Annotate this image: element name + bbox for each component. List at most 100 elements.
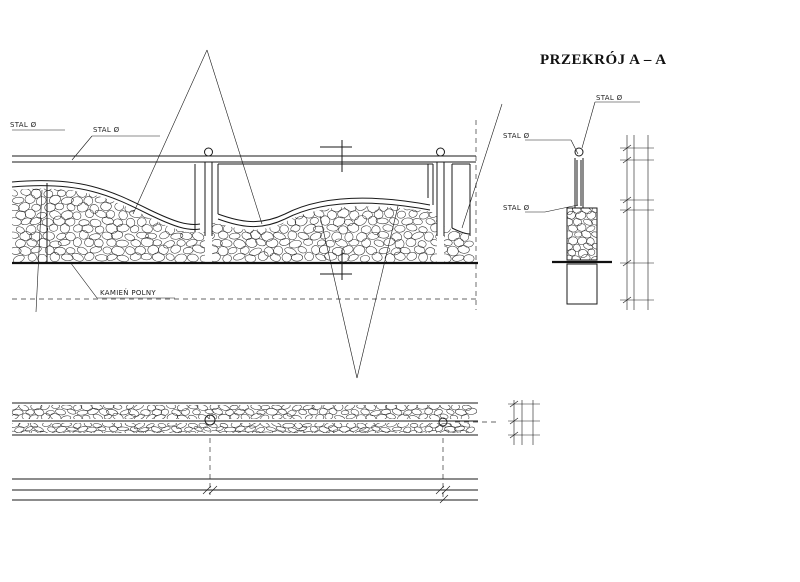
- stone: [154, 405, 166, 411]
- section-dimensions: [620, 135, 654, 310]
- stone: [324, 252, 338, 261]
- stone: [297, 246, 307, 254]
- stone: [119, 409, 131, 416]
- stone: [240, 413, 250, 419]
- stone: [65, 247, 76, 255]
- stone: [57, 239, 71, 246]
- stone: [349, 210, 360, 221]
- stone: [273, 245, 283, 256]
- stone: [446, 245, 459, 257]
- stone: [298, 425, 308, 432]
- stone: [85, 209, 94, 218]
- stone: [397, 413, 409, 419]
- stone: [265, 238, 279, 248]
- stone: [345, 430, 354, 433]
- stone: [30, 188, 43, 191]
- stone: [293, 429, 305, 433]
- stone: [414, 426, 423, 433]
- stone: [282, 423, 295, 429]
- stone: [350, 409, 360, 416]
- stone: [319, 245, 330, 254]
- stone: [325, 430, 335, 433]
- stone: [433, 409, 443, 416]
- stone: [125, 217, 136, 228]
- stone: [12, 430, 19, 433]
- stone: [240, 246, 250, 255]
- stone: [449, 414, 458, 419]
- stone: [52, 215, 66, 226]
- stone: [222, 254, 232, 262]
- stone: [457, 245, 470, 254]
- stone: [224, 426, 237, 433]
- stone: [332, 247, 345, 256]
- stone: [24, 208, 36, 219]
- stone: [94, 209, 108, 219]
- stone: [311, 405, 323, 411]
- stone: [347, 195, 359, 204]
- stone: [291, 405, 302, 412]
- stone: [25, 409, 35, 416]
- stone: [394, 224, 406, 233]
- stone: [138, 427, 150, 433]
- stone: [580, 254, 591, 260]
- stone: [405, 223, 418, 232]
- stone: [250, 405, 262, 410]
- stone: [567, 210, 576, 220]
- stone: [344, 188, 355, 190]
- stone: [202, 426, 211, 432]
- stone: [233, 239, 246, 249]
- stone: [411, 231, 424, 240]
- stone: [245, 194, 256, 205]
- stone: [135, 430, 144, 433]
- stone: [389, 188, 401, 192]
- stone: [348, 239, 360, 246]
- stone: [18, 405, 30, 412]
- stone: [586, 210, 597, 220]
- stone: [182, 188, 195, 192]
- stone: [343, 189, 353, 198]
- stone: [228, 188, 241, 197]
- stone: [403, 231, 413, 239]
- stone: [411, 188, 425, 197]
- stone: [465, 426, 475, 433]
- stone: [260, 431, 272, 433]
- stone: [354, 188, 364, 190]
- stone: [88, 233, 101, 241]
- stone: [49, 240, 62, 248]
- stone: [251, 430, 261, 433]
- stone: [230, 430, 241, 433]
- stone: [297, 232, 310, 240]
- stone: [176, 414, 189, 419]
- stone: [331, 205, 342, 213]
- stone: [218, 230, 229, 240]
- stone: [56, 189, 67, 197]
- stone: [171, 189, 182, 198]
- stone: [406, 251, 417, 261]
- stone: [187, 253, 199, 262]
- stone: [437, 245, 449, 254]
- stone: [50, 431, 60, 433]
- stone: [575, 211, 587, 220]
- stone: [44, 202, 56, 213]
- stone: [152, 252, 165, 262]
- stone: [49, 194, 61, 205]
- stone: [374, 423, 387, 428]
- stone: [147, 405, 157, 412]
- stone: [344, 232, 354, 243]
- stone: [347, 223, 360, 233]
- stone: [192, 409, 201, 416]
- stone: [260, 414, 270, 419]
- stone: [175, 208, 185, 218]
- stone: [424, 407, 433, 415]
- stone: [359, 255, 370, 262]
- stone: [297, 188, 308, 191]
- stone: [55, 426, 67, 433]
- stone: [326, 224, 339, 232]
- stone: [83, 196, 94, 206]
- stone: [101, 216, 114, 225]
- stone: [577, 236, 587, 245]
- stone: [215, 188, 226, 197]
- stone: [269, 252, 281, 262]
- stone: [356, 232, 368, 242]
- stone: [452, 210, 465, 221]
